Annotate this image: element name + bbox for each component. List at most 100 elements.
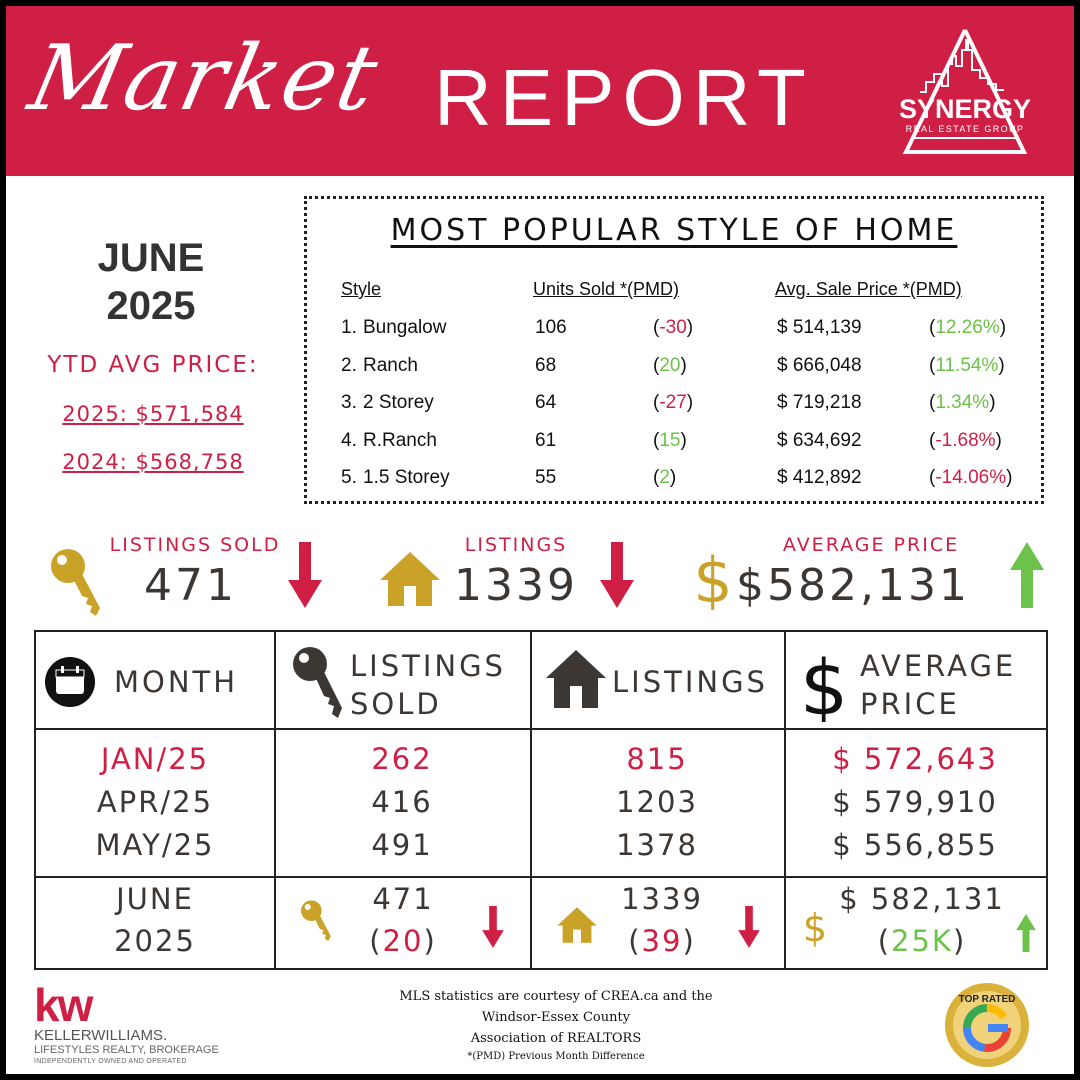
pmd-note: *(PMD) Previous Month Difference xyxy=(467,1051,645,1062)
house-icon xyxy=(546,650,606,708)
table-divider xyxy=(36,876,1046,878)
units-sold: 61 xyxy=(535,429,557,451)
period-month: JUNE xyxy=(97,236,205,280)
th-month: MONTH xyxy=(114,665,239,699)
th-listings: LISTINGS xyxy=(612,665,768,699)
arrow-up-icon xyxy=(1016,914,1036,952)
col-header-units: Units Sold *(PMD) xyxy=(533,279,680,299)
price-diff: (11.54%) xyxy=(929,354,1005,376)
sold-value: 471 xyxy=(144,560,237,611)
units-diff-value: 2 xyxy=(659,467,670,488)
price-diff-value: 12.26% xyxy=(935,317,1000,338)
keller-williams-logo: kw KELLERWILLIAMS. LIFESTYLES REALTY, BR… xyxy=(34,982,234,1066)
style-rank: 4. xyxy=(341,429,357,451)
current-year: 2025 xyxy=(114,924,196,958)
current-sold: 471 xyxy=(372,882,434,916)
avg-sale-price: $ 666,048 xyxy=(777,354,862,376)
current-avg: $ 582,131 xyxy=(839,882,1005,916)
table-divider xyxy=(784,632,786,968)
badge-text: TOP RATED xyxy=(959,994,1016,1005)
listings-value: 1339 xyxy=(454,560,578,611)
th-avg-1: AVERAGE xyxy=(860,649,1017,683)
svg-text:$: $ xyxy=(803,906,827,948)
price-diff-value: 11.54% xyxy=(935,354,999,376)
ytd-label: YTD AVG PRICE: xyxy=(47,352,259,378)
kw-brokerage: LIFESTYLES REALTY, BROKERAGE xyxy=(34,1044,219,1056)
table-divider xyxy=(274,632,276,968)
price-diff: (-1.68%) xyxy=(929,429,1002,451)
avg-sale-price: $ 634,692 xyxy=(777,429,862,451)
current-avg-diff: (25K) xyxy=(877,924,967,958)
units-diff: (-30) xyxy=(653,317,694,338)
th-avg-2: PRICE xyxy=(860,687,960,721)
current-sold-diff: (20) xyxy=(369,924,437,958)
row-listings: 815 xyxy=(626,742,688,776)
sold-label: LISTINGS SOLD xyxy=(109,534,281,556)
arrow-down-icon xyxy=(600,542,634,608)
table-divider xyxy=(36,728,1046,730)
arrow-down-icon xyxy=(738,906,760,948)
sold-diff-value: 20 xyxy=(382,924,424,958)
price-diff-value: 1.34% xyxy=(935,392,990,413)
units-sold: 64 xyxy=(535,392,557,413)
units-sold: 106 xyxy=(535,317,567,338)
calendar-icon xyxy=(45,657,95,707)
row-avg-price: $ 579,910 xyxy=(832,785,998,819)
units-diff: (-27) xyxy=(653,392,694,413)
units-diff-value: 15 xyxy=(659,429,681,451)
period-year: 2025 xyxy=(106,284,196,328)
logo-subtitle: REAL ESTATE GROUP xyxy=(905,124,1025,134)
price-diff: (12.26%) xyxy=(929,317,1007,338)
avg-value: $582,131 xyxy=(736,560,970,611)
units-diff-value: 20 xyxy=(659,354,681,376)
kw-name: KELLERWILLIAMS. xyxy=(34,1027,168,1044)
kw-tagline: INDEPENDENTLY OWNED AND OPERATED xyxy=(34,1058,187,1065)
key-icon xyxy=(301,900,331,942)
svg-text:$: $ xyxy=(800,646,848,722)
price-diff: (1.34%) xyxy=(929,392,996,413)
dollar-icon: $ xyxy=(800,646,848,722)
title-script: Market xyxy=(20,26,388,131)
units-diff-value: -30 xyxy=(659,317,687,338)
units-diff-value: -27 xyxy=(659,392,687,413)
current-listings-diff: (39) xyxy=(628,924,696,958)
style-rank: 1. xyxy=(341,317,357,338)
arrow-down-icon xyxy=(482,906,504,948)
ytd-2024: 2024: $568,758 xyxy=(62,450,244,474)
style-name: Bungalow xyxy=(363,317,447,338)
report-period: JUNE 2025 xyxy=(46,234,256,330)
style-name: 2 Storey xyxy=(363,392,434,413)
header-banner: Market REPORT SYNERGY REAL ESTATE GROUP xyxy=(6,6,1074,176)
key-icon xyxy=(51,549,100,616)
row-sold: 416 xyxy=(371,785,433,819)
row-listings: 1203 xyxy=(616,785,698,819)
avg-sale-price: $ 514,139 xyxy=(777,317,862,338)
table-divider xyxy=(530,632,532,968)
avg-sale-price: $ 412,892 xyxy=(777,467,862,488)
units-diff: (15) xyxy=(653,429,687,451)
listings-label: LISTINGS xyxy=(464,534,568,556)
monthly-table: MONTH LISTINGS SOLD LISTINGS $ AVERAGE P… xyxy=(34,630,1048,970)
row-avg-price: $ 556,855 xyxy=(832,828,998,862)
title-report: REPORT xyxy=(434,53,814,142)
row-sold: 262 xyxy=(371,742,433,776)
top-rated-badge: TOP RATED xyxy=(944,982,1030,1068)
dollar-icon: $ xyxy=(693,546,732,610)
logo-triangle-icon xyxy=(902,29,1028,154)
style-rank: 3. xyxy=(341,392,357,413)
key-icon xyxy=(293,647,342,718)
credit-line-2: Windsor-Essex County xyxy=(481,1010,631,1025)
units-sold: 68 xyxy=(535,354,557,376)
synergy-logo: SYNERGY REAL ESTATE GROUP xyxy=(890,26,1040,154)
house-icon xyxy=(557,907,597,943)
current-month: JUNE xyxy=(116,882,194,916)
price-diff-value: -14.06% xyxy=(935,467,1007,488)
arrow-up-icon xyxy=(1010,542,1044,608)
logo-name: SYNERGY xyxy=(898,94,1032,124)
th-sold-1: LISTINGS xyxy=(350,649,506,683)
listings-diff-value: 39 xyxy=(641,924,683,958)
arrow-down-icon xyxy=(288,542,322,608)
ytd-2025: 2025: $571,584 xyxy=(62,402,244,426)
popular-title: MOST POPULAR STYLE OF HOME xyxy=(390,213,958,248)
style-rank: 5. xyxy=(341,467,357,488)
